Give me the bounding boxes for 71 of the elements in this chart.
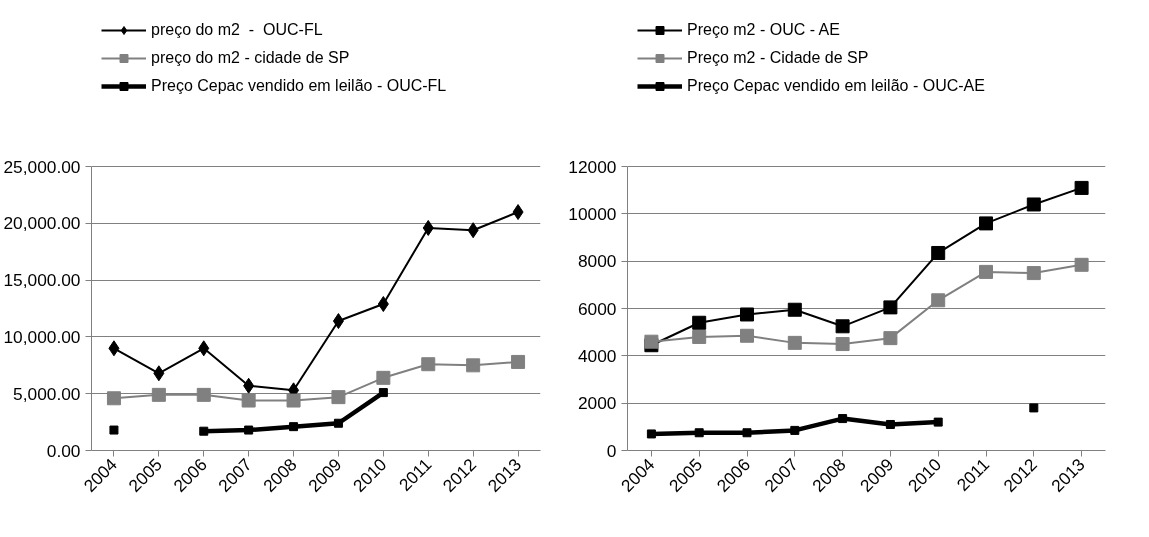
point (931, 293, 946, 308)
legend-label: Preço m2 - Cidade de SP (687, 48, 869, 68)
point (1026, 266, 1041, 281)
y-tick-label: 2000 (577, 393, 617, 414)
legend-label: Preço Cepac vendido em leilão - OUC-FL (151, 76, 447, 96)
point (933, 417, 943, 427)
point (286, 393, 301, 408)
point (199, 426, 209, 436)
y-tick-label: 25,000.00 (3, 156, 81, 177)
point (1074, 257, 1089, 272)
point (466, 358, 481, 373)
point (421, 357, 436, 372)
point (740, 307, 754, 322)
point (692, 315, 707, 330)
legend-label: preço do m2 - OUC-FL (151, 20, 323, 40)
y-tick-label: 12000 (568, 156, 617, 177)
point (153, 365, 165, 382)
point (1074, 180, 1089, 195)
point (838, 414, 848, 424)
point (332, 313, 344, 330)
point (377, 296, 389, 313)
point (885, 419, 895, 429)
y-tick-label: 10,000.00 (3, 326, 81, 347)
point (422, 219, 434, 236)
y-tick-label: 0.00 (46, 440, 81, 461)
point (376, 370, 391, 385)
point (244, 425, 254, 435)
point (979, 264, 993, 279)
point (289, 422, 299, 432)
y-tick-label: 5,000.00 (13, 383, 81, 404)
point (243, 377, 255, 394)
point (106, 391, 121, 406)
legend-label: Preço Cepac vendido em leilão - OUC-AE (687, 76, 985, 96)
point (979, 216, 993, 231)
point (931, 245, 946, 260)
point (512, 204, 524, 221)
point (644, 334, 659, 349)
y-tick-label: 10000 (568, 203, 617, 224)
point (109, 425, 119, 435)
point (742, 428, 752, 438)
point (835, 319, 850, 334)
point (378, 388, 388, 398)
point (467, 222, 479, 239)
y-tick-label: 20,000.00 (3, 213, 81, 234)
point (1026, 197, 1041, 212)
point (151, 387, 166, 402)
point (511, 354, 526, 369)
legend-label: preço do m2 - cidade de SP (151, 48, 350, 68)
point (692, 329, 707, 344)
point (883, 300, 898, 315)
y-tick-label: 15,000.00 (3, 270, 81, 291)
point (196, 387, 211, 402)
point (787, 302, 802, 317)
point (694, 428, 704, 438)
y-tick-label: 4000 (577, 345, 617, 366)
point (331, 390, 346, 405)
y-tick-label: 6000 (577, 298, 617, 319)
point (835, 337, 850, 352)
point (883, 331, 898, 346)
point (1029, 403, 1039, 413)
point (740, 328, 754, 343)
point (241, 393, 256, 408)
legend-label: Preço m2 - OUC - AE (687, 20, 840, 40)
y-tick-label: 0 (606, 440, 617, 461)
point (790, 425, 800, 435)
point (108, 340, 120, 357)
point (646, 429, 656, 439)
y-tick-label: 8000 (577, 251, 617, 272)
point (198, 340, 210, 357)
point (333, 418, 343, 428)
point (787, 335, 802, 350)
